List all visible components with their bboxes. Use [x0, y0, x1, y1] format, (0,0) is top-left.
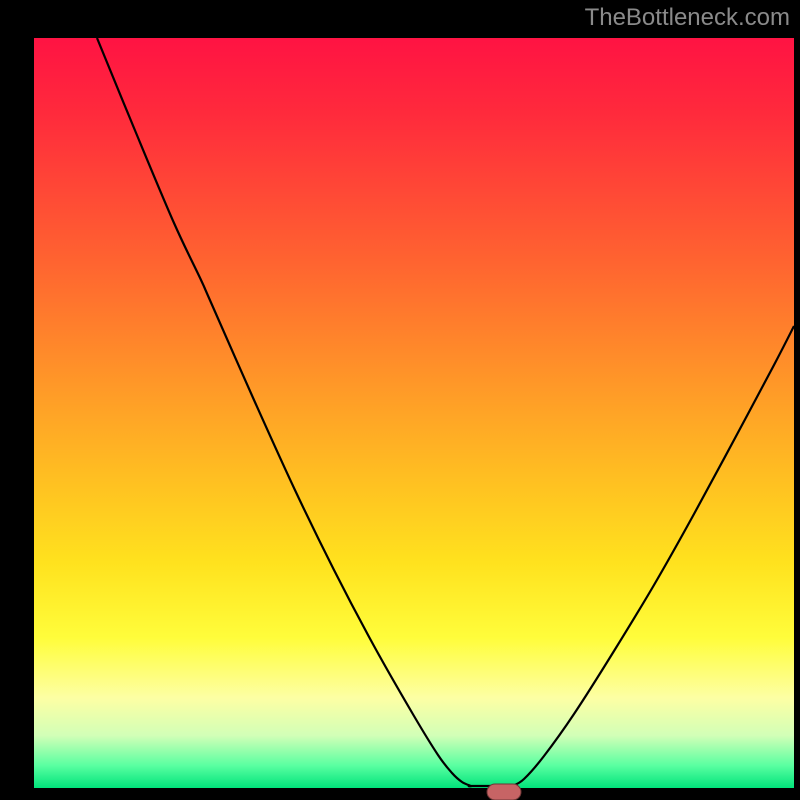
plot-background-gradient [34, 38, 794, 788]
chart-root: TheBottleneck.com [0, 0, 800, 800]
bottleneck-chart [0, 0, 800, 800]
valley-marker [487, 784, 521, 800]
watermark-text: TheBottleneck.com [585, 4, 790, 32]
